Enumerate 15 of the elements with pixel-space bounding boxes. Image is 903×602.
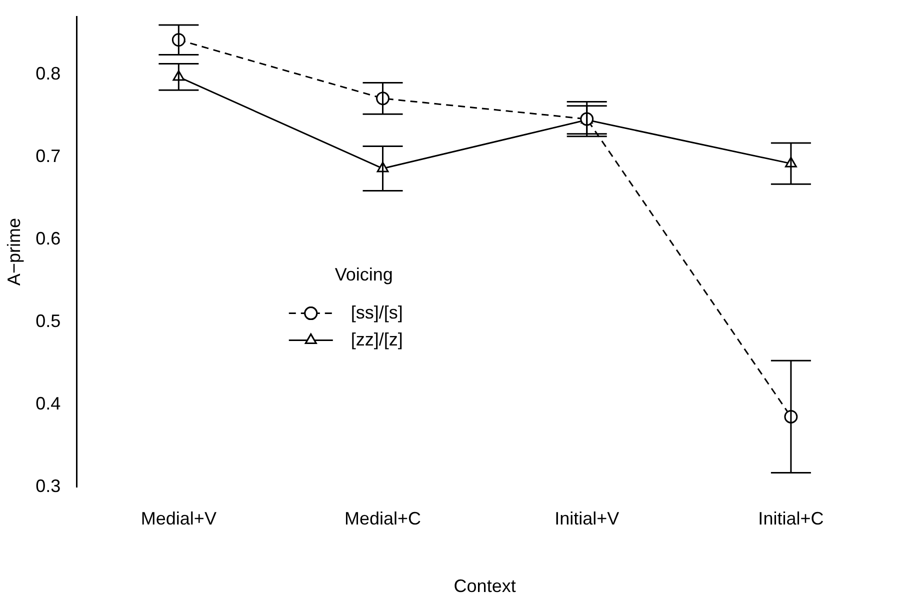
x-tick-label: Medial+V <box>140 508 216 529</box>
x-tick-label: Medial+C <box>344 508 422 529</box>
y-axis-title: A−prime <box>4 218 24 286</box>
y-tick-label: 0.3 <box>36 476 61 496</box>
x-tick-label: Initial+C <box>758 508 824 529</box>
x-tick-label: Initial+V <box>554 508 620 529</box>
legend-label: [ss]/[s] <box>350 302 403 322</box>
y-tick-label: 0.4 <box>36 393 61 414</box>
legend-label: [zz]/[z] <box>350 329 403 350</box>
x-axis-title: Context <box>454 576 516 596</box>
legend-title: Voicing <box>334 264 393 284</box>
y-tick-label: 0.7 <box>36 146 61 166</box>
y-tick-label: 0.5 <box>36 310 61 331</box>
y-tick-label: 0.6 <box>36 228 61 248</box>
y-tick-label: 0.8 <box>36 63 61 84</box>
